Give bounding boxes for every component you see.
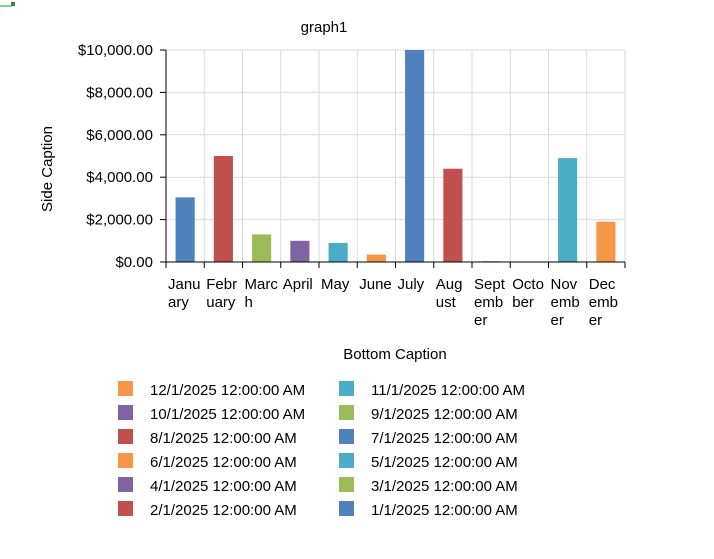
legend-label: 10/1/2025 12:00:00 AM (150, 406, 305, 423)
x-tick-label: May (321, 276, 350, 293)
x-tick-label: Nov emb er (551, 276, 580, 329)
gridlines (166, 49, 626, 262)
y-tick-label: $4,000.00 (86, 169, 153, 186)
legend-label: 8/1/2025 12:00:00 AM (150, 430, 297, 447)
x-tick-label: Febr uary (206, 276, 237, 311)
y-tick-label: $8,000.00 (86, 84, 153, 101)
legend-swatch (118, 453, 133, 468)
corner-resize-icon (0, 2, 15, 7)
bar-july (405, 50, 425, 262)
y-tick-label: $0.00 (115, 254, 153, 271)
legend: 12/1/2025 12:00:00 AM 11/1/2025 12:00:00 … (118, 381, 525, 519)
chart-title: graph1 (301, 19, 348, 36)
bar-november (558, 158, 578, 262)
x-tick-label: Marc h (245, 276, 279, 311)
legend-swatch (339, 381, 354, 396)
y-axis-tick-labels: $0.00 $2,000.00 $4,000.00 $6,000.00 $8,000.0… (78, 42, 153, 271)
bar-january (175, 197, 195, 262)
legend-swatch (339, 501, 354, 516)
x-tick-label: April (283, 276, 313, 293)
x-axis-label: Bottom Caption (343, 346, 446, 363)
legend-swatch (339, 453, 354, 468)
legend-label: 5/1/2025 12:00:00 AM (371, 454, 518, 471)
bars (175, 50, 616, 262)
bar-december (596, 221, 616, 262)
bar-february (213, 156, 233, 262)
legend-label: 2/1/2025 12:00:00 AM (150, 502, 297, 519)
legend-label: 11/1/2025 12:00:00 AM (371, 382, 525, 399)
legend-swatch (118, 405, 133, 420)
legend-label: 3/1/2025 12:00:00 AM (371, 478, 518, 495)
x-tick-label: Sept emb er (474, 276, 506, 329)
x-tick-label: July (398, 276, 425, 293)
y-tick-label: $2,000.00 (86, 212, 153, 229)
legend-label: 9/1/2025 12:00:00 AM (371, 406, 518, 423)
axes (160, 49, 626, 268)
legend-swatch (118, 477, 133, 492)
legend-label: 6/1/2025 12:00:00 AM (150, 454, 297, 471)
bar-june (366, 254, 386, 262)
bar-august (443, 168, 463, 262)
legend-swatch (339, 477, 354, 492)
bar-march (252, 234, 272, 262)
legend-swatch (118, 381, 133, 396)
bar-april (290, 240, 310, 262)
y-tick-label: $6,000.00 (86, 127, 153, 144)
x-tick-label: Aug ust (436, 276, 463, 311)
legend-swatch (339, 405, 354, 420)
y-tick-label: $10,000.00 (78, 42, 153, 59)
legend-label: 7/1/2025 12:00:00 AM (371, 430, 518, 447)
x-tick-label: Dec emb er (589, 276, 618, 329)
legend-swatch (118, 429, 133, 444)
legend-label: 4/1/2025 12:00:00 AM (150, 478, 297, 495)
y-axis-label: Side Caption (39, 126, 56, 212)
legend-label: 1/1/2025 12:00:00 AM (371, 502, 518, 519)
x-tick-label: June (359, 276, 392, 293)
x-tick-label: Janu ary (168, 276, 201, 311)
legend-swatch (339, 429, 354, 444)
legend-swatch (118, 501, 133, 516)
x-tick-label: Octo ber (512, 276, 544, 311)
legend-label: 12/1/2025 12:00:00 AM (150, 382, 305, 399)
bar-may (328, 242, 348, 262)
